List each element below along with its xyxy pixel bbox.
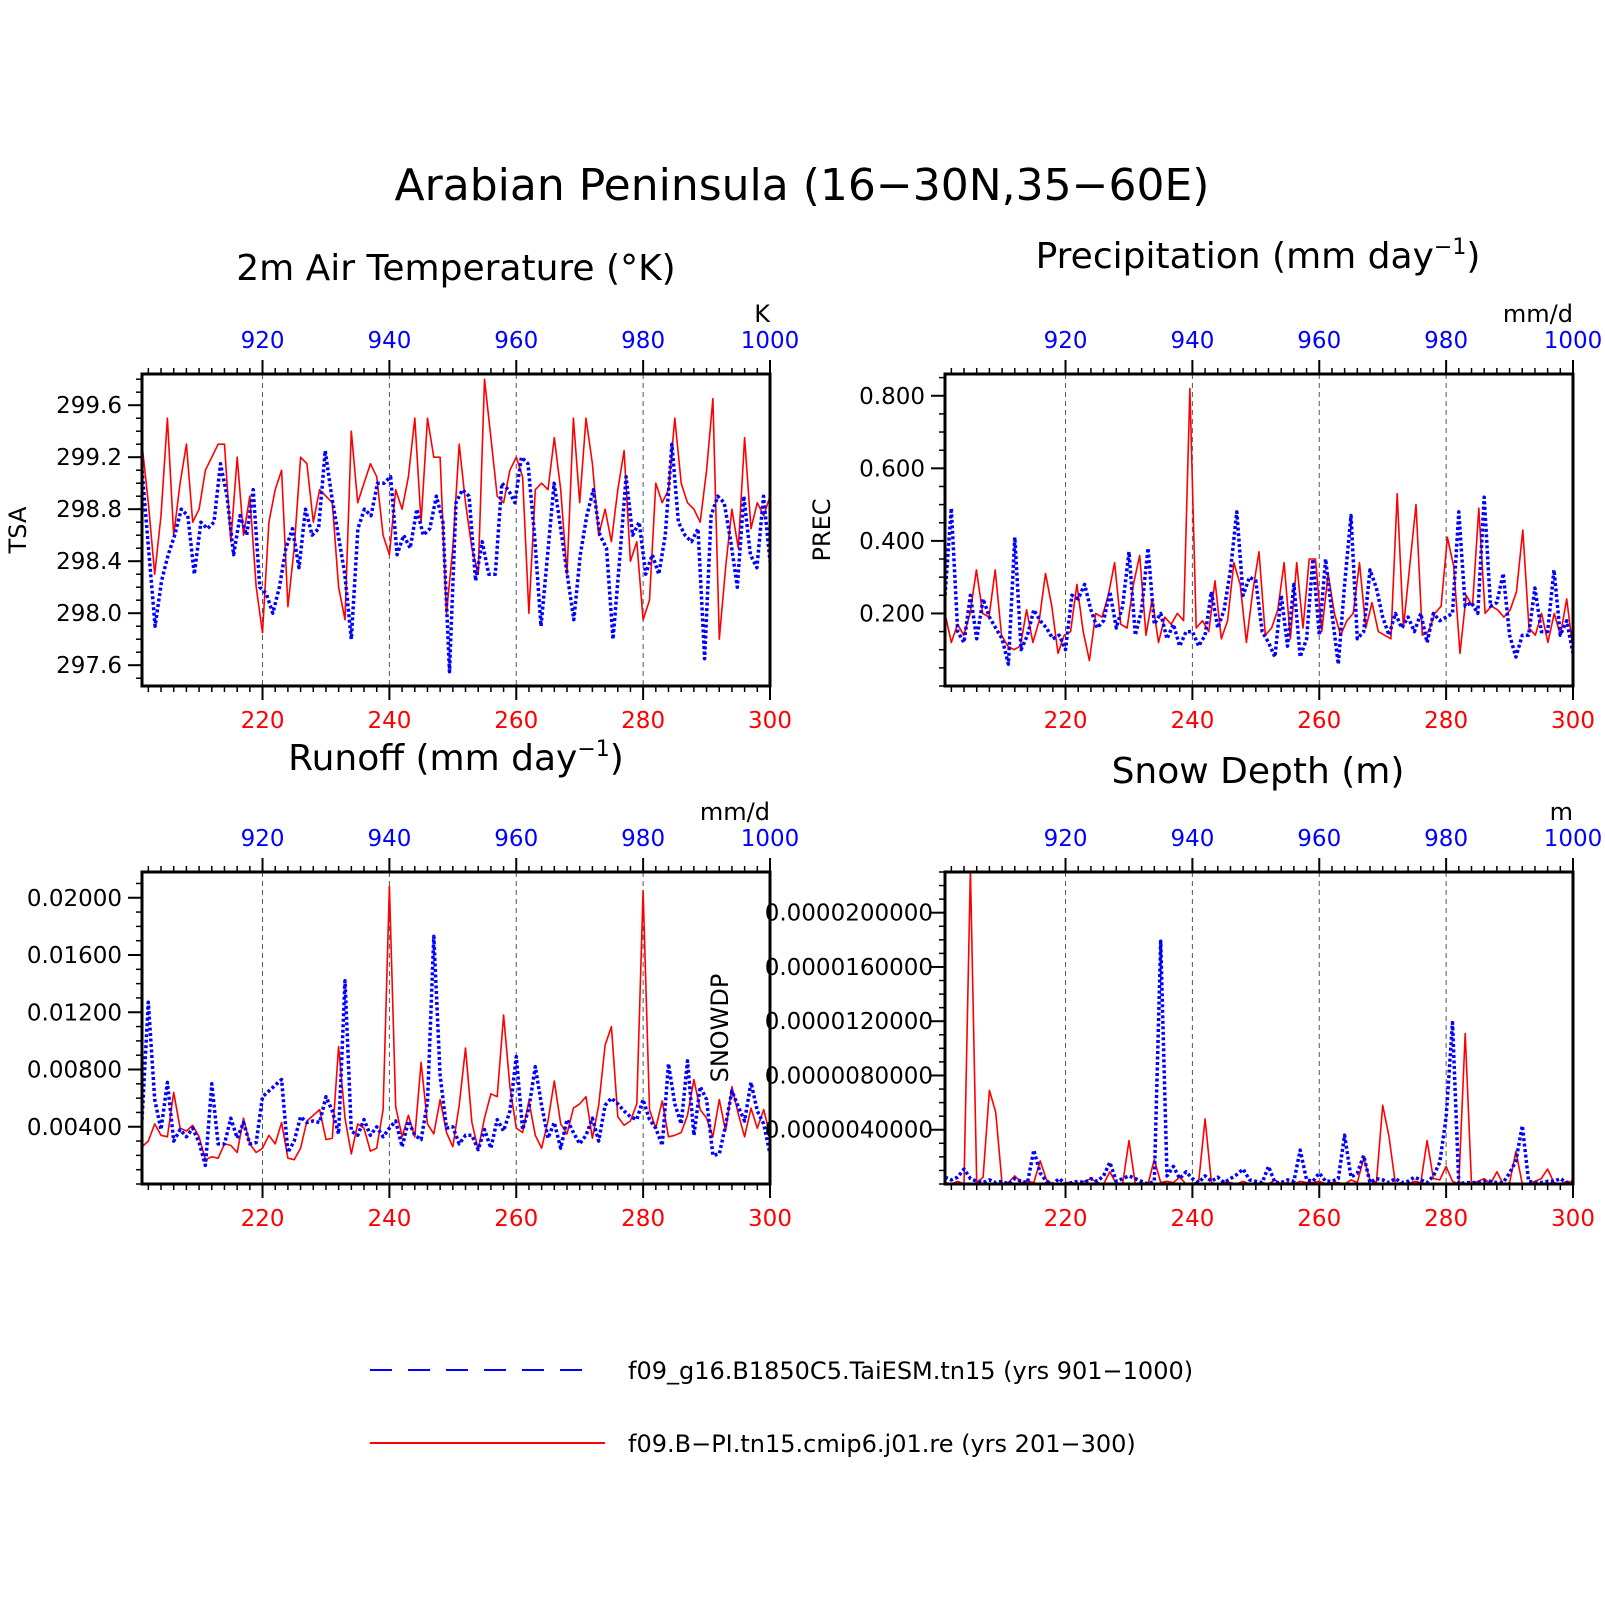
x-tick-label-top: 980: [621, 328, 665, 354]
x-tick-label-bottom: 260: [494, 1206, 538, 1232]
x-tick-label-top: 920: [1044, 826, 1088, 852]
x-tick-label-bottom: 260: [494, 708, 538, 734]
plot-frame: [140, 372, 772, 688]
legend: f09_g16.B1850C5.TaiESM.tn15 (yrs 901−100…: [370, 1357, 1193, 1458]
x-tick-label-bottom: 240: [367, 708, 411, 734]
x-tick-label-top: 940: [1170, 826, 1214, 852]
y-tick-label: 0.0000120000: [765, 1009, 933, 1035]
y-tick-label: 0.600: [859, 456, 925, 482]
y-tick-label: 0.02000: [27, 886, 122, 912]
x-tick-label-bottom: 280: [621, 708, 665, 734]
x-tick-label-top: 980: [1424, 826, 1468, 852]
series-line-blue: [945, 939, 1573, 1184]
series-line-red: [142, 885, 770, 1161]
units-label: K: [754, 300, 771, 328]
panel-title: 2m Air Temperature (°K): [236, 248, 675, 289]
x-tick-label-bottom: 240: [367, 1206, 411, 1232]
plot-frame: [140, 870, 772, 1186]
x-tick-label-top: 960: [1297, 328, 1341, 354]
chart-panels: 2m Air Temperature (°K) K TSA 220 240 260 280 3…: [4, 235, 1602, 1232]
x-tick-label-top: 1000: [1544, 328, 1603, 354]
x-tick-label-bottom: 220: [1044, 1206, 1088, 1232]
x-tick-label-top: 960: [494, 328, 538, 354]
y-tick-label: 0.00800: [27, 1058, 122, 1084]
x-tick-label-top: 920: [241, 328, 285, 354]
plot-frame: [943, 870, 1575, 1186]
x-tick-label-top: 920: [241, 826, 285, 852]
panel-title-end: ): [1466, 236, 1480, 277]
x-tick-label-top: 940: [367, 328, 411, 354]
series-line-red: [142, 378, 770, 641]
x-tick-label-top: 1000: [741, 826, 800, 852]
y-tick-label: 298.0: [56, 601, 122, 627]
x-tick-label-bottom: 300: [748, 708, 792, 734]
y-axis-label: TSA: [4, 506, 32, 554]
panel-2: Precipitation (mm day−1) mm/d PREC 220 240 26…: [808, 235, 1602, 734]
x-tick-label-bottom: 300: [1551, 708, 1595, 734]
x-tick-label-bottom: 260: [1297, 1206, 1341, 1232]
y-tick-label: 0.400: [859, 529, 925, 555]
x-tick-label-bottom: 280: [1424, 1206, 1468, 1232]
series-line-blue: [142, 442, 770, 674]
panel-title: Runoff (mm day−1): [288, 737, 624, 779]
x-tick-label-bottom: 300: [748, 1206, 792, 1232]
x-tick-label-top: 1000: [1544, 826, 1603, 852]
x-tick-label-bottom: 220: [241, 1206, 285, 1232]
series-line-blue: [142, 934, 770, 1168]
y-tick-label: 299.6: [56, 393, 122, 419]
x-tick-label-top: 960: [494, 826, 538, 852]
y-tick-label: 0.0000160000: [765, 955, 933, 981]
legend-label-red: f09.B−PI.tn15.cmip6.j01.re (yrs 201−300): [628, 1430, 1136, 1458]
y-tick-label: 0.0000080000: [765, 1063, 933, 1089]
x-tick-label-bottom: 300: [1551, 1206, 1595, 1232]
panel-1: 2m Air Temperature (°K) K TSA 220 240 260 280 3…: [4, 248, 799, 734]
series-line-blue: [945, 495, 1573, 666]
x-tick-label-top: 920: [1044, 328, 1088, 354]
x-tick-label-top: 960: [1297, 826, 1341, 852]
y-tick-label: 297.6: [56, 653, 122, 679]
units-label: m: [1550, 798, 1573, 826]
y-tick-label: 298.8: [56, 497, 122, 523]
panel-title: Snow Depth (m): [1112, 751, 1405, 792]
y-axis-label: SNOWDP: [706, 974, 734, 1083]
units-label: mm/d: [700, 798, 770, 826]
x-tick-label-bottom: 280: [621, 1206, 665, 1232]
panel-title-end: ): [610, 738, 624, 779]
series-line-red: [945, 387, 1573, 662]
y-axis-label: PREC: [808, 498, 836, 561]
units-label: mm/d: [1503, 300, 1573, 328]
x-tick-label-top: 940: [1170, 328, 1214, 354]
y-tick-label: 298.4: [56, 549, 122, 575]
x-tick-label-bottom: 240: [1170, 708, 1214, 734]
plot-frame: [943, 372, 1575, 688]
y-tick-label: 0.0000200000: [765, 901, 933, 927]
y-tick-label: 0.200: [859, 601, 925, 627]
panel-4: Snow Depth (m) m SNOWDP 220 240 260 280 300 920 9…: [706, 751, 1602, 1232]
y-tick-label: 0.01600: [27, 943, 122, 969]
y-tick-label: 0.01200: [27, 1000, 122, 1026]
y-tick-label: 0.800: [859, 384, 925, 410]
x-tick-label-top: 940: [367, 826, 411, 852]
x-tick-label-bottom: 260: [1297, 708, 1341, 734]
x-tick-label-bottom: 220: [1044, 708, 1088, 734]
panel-title: Precipitation (mm day−1): [1036, 235, 1481, 277]
x-tick-label-bottom: 240: [1170, 1206, 1214, 1232]
x-tick-label-top: 980: [621, 826, 665, 852]
panel-title-superscript: −1: [1434, 235, 1466, 260]
panel-3: Runoff (mm day−1) mm/d 220 240 260 280 300 920 9…: [27, 737, 799, 1232]
x-tick-label-bottom: 220: [241, 708, 285, 734]
figure-title: Arabian Peninsula (16−30N,35−60E): [395, 160, 1210, 211]
y-tick-label: 0.0000040000: [765, 1118, 933, 1144]
legend-label-blue: f09_g16.B1850C5.TaiESM.tn15 (yrs 901−100…: [628, 1357, 1193, 1385]
y-tick-label: 299.2: [56, 445, 122, 471]
y-tick-label: 0.00400: [27, 1115, 122, 1141]
x-tick-label-top: 980: [1424, 328, 1468, 354]
x-tick-label-bottom: 280: [1424, 708, 1468, 734]
panel-title-superscript: −1: [577, 737, 609, 762]
series-line-red: [945, 872, 1573, 1184]
x-tick-label-top: 1000: [741, 328, 800, 354]
